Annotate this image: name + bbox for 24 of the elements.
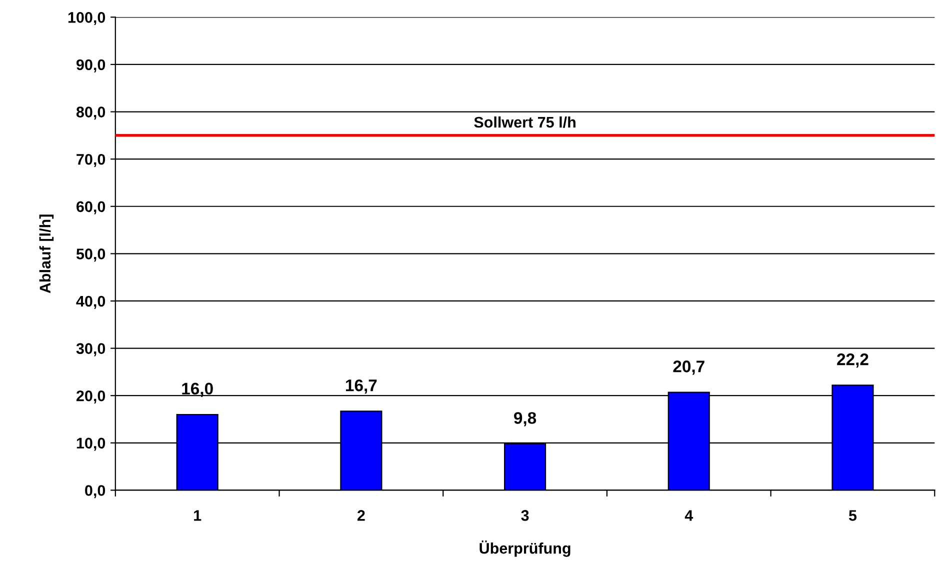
- y-tick-label: 70,0: [76, 154, 106, 167]
- x-tick-label: 4: [684, 510, 694, 521]
- data-label: 9,8: [514, 412, 536, 426]
- y-tick-label: 0,0: [85, 485, 106, 498]
- data-label: 16,7: [346, 379, 377, 394]
- y-tick-label: 10,0: [76, 438, 106, 451]
- x-tick-label: 5: [848, 510, 857, 521]
- y-tick-label: 20,0: [76, 390, 106, 404]
- x-tick-label: 2: [357, 510, 365, 521]
- y-tick-label: 90,0: [76, 59, 106, 72]
- y-tick-label: 50,0: [76, 248, 106, 262]
- y-tick-label: 30,0: [76, 343, 106, 356]
- x-tick-label: 1: [194, 510, 202, 521]
- x-axis-title: Überprüfung: [480, 540, 570, 557]
- y-tick-label: 100,0: [68, 12, 106, 26]
- y-tick-label: 60,0: [76, 201, 106, 214]
- ref-line-label: Sollwert 75 l/h: [474, 116, 576, 128]
- y-axis-title: Ablauf [l/h]: [39, 214, 54, 294]
- data-label: 22,2: [837, 353, 868, 368]
- data-label: 20,7: [673, 360, 704, 375]
- y-tick-label: 40,0: [76, 296, 106, 309]
- x-tick-label: 3: [521, 510, 529, 521]
- data-label: 16,0: [182, 382, 213, 397]
- y-tick-label: 80,0: [76, 106, 106, 120]
